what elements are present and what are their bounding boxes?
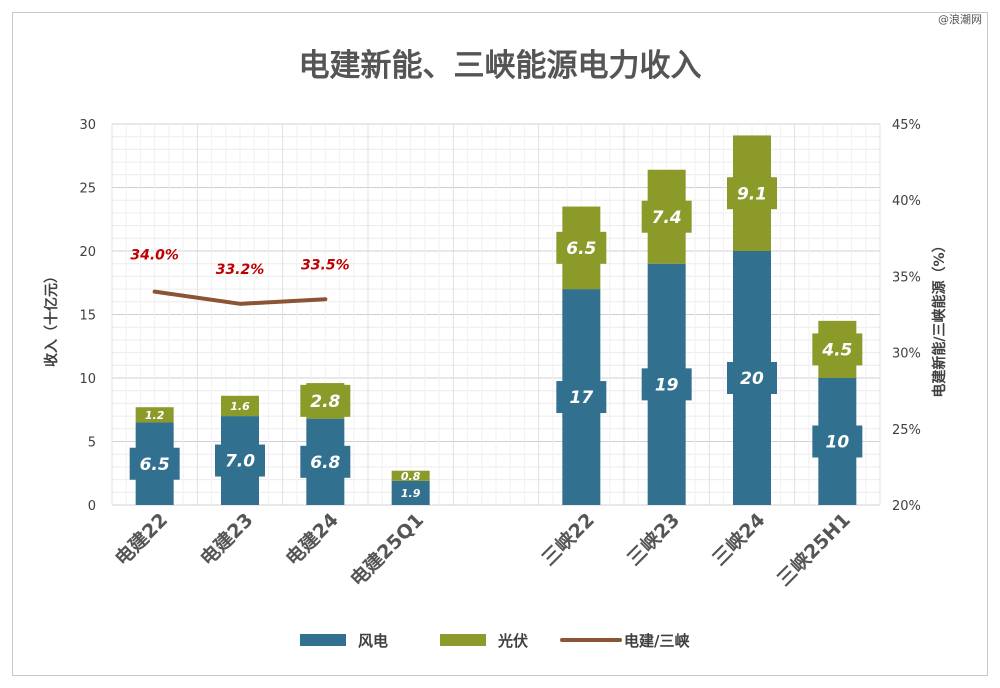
bar-wind-label: 7.0: [225, 452, 255, 472]
bar-wind-label: 6.5: [140, 455, 170, 475]
bar-wind-label: 1.9: [401, 487, 421, 500]
category-label: 三峡23: [622, 508, 684, 570]
y-tick-label: 10: [79, 372, 96, 387]
y2-tick-label: 20%: [892, 499, 921, 514]
bar-wind-label: 10: [825, 433, 849, 453]
legend-label: 风电: [358, 632, 388, 650]
category-label: 电建24: [281, 508, 343, 570]
bar-wind-label-bg: [215, 444, 265, 477]
bar-solar-label-bg: [812, 333, 863, 366]
category-labels: 电建22 电建23 电建24 电建25Q1 三峡22 三峡23 三峡24 三峡25H1: [110, 508, 855, 591]
bar-solar-label: 4.5: [821, 341, 852, 361]
bar-wind-label: 6.8: [310, 453, 340, 473]
category-label: 三峡24: [708, 508, 770, 570]
ratio-label: 33.2%: [216, 262, 265, 278]
category-label: 电建23: [196, 508, 258, 570]
y2-axis-ticks: 20% 25% 30% 35% 40% 45%: [892, 118, 921, 514]
category-label: 电建22: [110, 508, 172, 570]
bar-solar-label: 2.8: [310, 392, 340, 412]
ratio-label: 34.0%: [130, 248, 179, 264]
watermark: @浪潮网: [938, 13, 982, 26]
y2-tick-label: 25%: [892, 423, 921, 438]
y2-axis-title: 电建新能/三峡能源（%）: [931, 238, 948, 397]
category-label: 三峡25H1: [772, 508, 854, 590]
y-tick-label: 5: [88, 436, 96, 451]
bar-wind-label: 19: [655, 375, 679, 395]
y-axis-ticks: 0 5 10 15 20 25 30: [79, 118, 96, 514]
bar-solar-label-bg: [641, 200, 692, 233]
bar-solar-label: 1.6: [230, 400, 250, 413]
category-label: 电建25Q1: [346, 508, 429, 591]
y2-tick-label: 40%: [892, 194, 921, 209]
bar-wind-label-bg: [300, 445, 351, 478]
category-label: 三峡22: [537, 508, 599, 570]
ratio-label: 33.5%: [301, 257, 350, 273]
y2-tick-label: 30%: [892, 347, 921, 362]
y-tick-label: 30: [79, 118, 96, 133]
legend-label: 光伏: [497, 632, 528, 650]
bar-wind-label-bg: [812, 425, 863, 458]
y-tick-label: 25: [79, 182, 96, 197]
bar-solar-label: 9.1: [737, 184, 767, 204]
y2-tick-label: 35%: [892, 270, 921, 285]
bar-solar-label: 7.4: [652, 208, 682, 228]
bar-solar-label: 0.8: [401, 470, 421, 483]
bar-solar: [391, 470, 430, 481]
y-tick-label: 15: [79, 309, 96, 324]
bar-wind-label-bg: [641, 368, 692, 401]
ratio-line: 34.0% 33.2% 33.5%: [130, 248, 350, 306]
legend-label: 电建/三峡: [624, 632, 690, 650]
bar-solar: [135, 407, 174, 423]
bar-wind-label-bg: [727, 362, 777, 394]
bar-solar: [221, 395, 259, 417]
chart-title: 电建新能、三峡能源电力收入: [299, 48, 702, 84]
ratio-line-path: [152, 289, 328, 306]
y-axis-title: 收入（十亿元）: [43, 269, 60, 367]
legend-swatch: [440, 634, 486, 646]
bar-solar-label-bg: [300, 384, 351, 417]
bar-wind: [391, 480, 430, 505]
legend-swatch: [300, 634, 346, 646]
y2-tick-label: 45%: [892, 118, 921, 133]
bar-solar-label-bg: [556, 231, 607, 264]
bar-wind-label-bg: [129, 447, 180, 480]
y-tick-label: 0: [88, 499, 96, 514]
bar-solar-label: 1.2: [145, 409, 165, 422]
bar-wind-label-bg: [556, 381, 607, 414]
bar-solar-label: 6.5: [566, 239, 596, 259]
legend: 风电 光伏 电建/三峡: [300, 632, 690, 650]
bar-solar-label-bg: [727, 177, 777, 210]
bar-wind-label: 20: [740, 369, 764, 389]
bar-wind-label: 17: [569, 388, 593, 408]
bars: 6.5 1.2 7.0 1.6 6.8 2.8 1.9 0.8 17 6.5 19 7.4 20 9.1 1…: [129, 135, 863, 505]
y-tick-label: 20: [79, 245, 96, 260]
